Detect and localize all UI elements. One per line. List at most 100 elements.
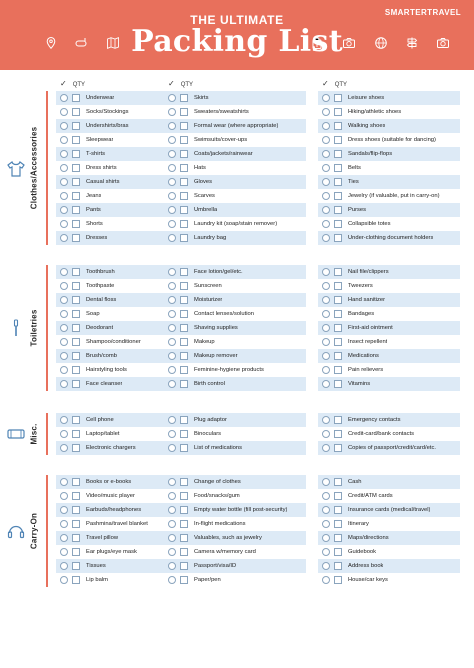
- packed-checkbox[interactable]: [322, 324, 330, 332]
- qty-box[interactable]: [72, 150, 80, 158]
- qty-box[interactable]: [72, 324, 80, 332]
- packed-checkbox[interactable]: [168, 268, 176, 276]
- packed-checkbox[interactable]: [60, 380, 68, 388]
- qty-box[interactable]: [334, 122, 342, 130]
- qty-box[interactable]: [334, 310, 342, 318]
- packed-checkbox[interactable]: [322, 444, 330, 452]
- packed-checkbox[interactable]: [322, 520, 330, 528]
- packed-checkbox[interactable]: [168, 430, 176, 438]
- qty-box[interactable]: [72, 192, 80, 200]
- packed-checkbox[interactable]: [322, 220, 330, 228]
- packed-checkbox[interactable]: [60, 338, 68, 346]
- qty-box[interactable]: [180, 150, 188, 158]
- qty-box[interactable]: [72, 430, 80, 438]
- qty-box[interactable]: [72, 338, 80, 346]
- qty-box[interactable]: [180, 268, 188, 276]
- qty-box[interactable]: [334, 534, 342, 542]
- packed-checkbox[interactable]: [60, 108, 68, 116]
- packed-checkbox[interactable]: [60, 548, 68, 556]
- packed-checkbox[interactable]: [168, 296, 176, 304]
- packed-checkbox[interactable]: [168, 234, 176, 242]
- qty-box[interactable]: [72, 164, 80, 172]
- qty-box[interactable]: [180, 164, 188, 172]
- qty-box[interactable]: [72, 94, 80, 102]
- qty-box[interactable]: [72, 380, 80, 388]
- qty-box[interactable]: [72, 282, 80, 290]
- packed-checkbox[interactable]: [60, 506, 68, 514]
- packed-checkbox[interactable]: [322, 164, 330, 172]
- packed-checkbox[interactable]: [322, 192, 330, 200]
- qty-box[interactable]: [72, 444, 80, 452]
- qty-box[interactable]: [72, 492, 80, 500]
- packed-checkbox[interactable]: [322, 548, 330, 556]
- qty-box[interactable]: [334, 492, 342, 500]
- qty-box[interactable]: [334, 282, 342, 290]
- qty-box[interactable]: [180, 430, 188, 438]
- qty-box[interactable]: [180, 444, 188, 452]
- qty-box[interactable]: [180, 352, 188, 360]
- packed-checkbox[interactable]: [168, 380, 176, 388]
- qty-box[interactable]: [180, 282, 188, 290]
- packed-checkbox[interactable]: [60, 430, 68, 438]
- qty-box[interactable]: [72, 520, 80, 528]
- qty-box[interactable]: [180, 380, 188, 388]
- qty-box[interactable]: [180, 324, 188, 332]
- packed-checkbox[interactable]: [168, 338, 176, 346]
- packed-checkbox[interactable]: [168, 282, 176, 290]
- qty-box[interactable]: [72, 234, 80, 242]
- packed-checkbox[interactable]: [168, 108, 176, 116]
- packed-checkbox[interactable]: [168, 220, 176, 228]
- qty-box[interactable]: [180, 136, 188, 144]
- packed-checkbox[interactable]: [168, 520, 176, 528]
- packed-checkbox[interactable]: [60, 492, 68, 500]
- packed-checkbox[interactable]: [322, 534, 330, 542]
- packed-checkbox[interactable]: [168, 534, 176, 542]
- qty-box[interactable]: [72, 576, 80, 584]
- packed-checkbox[interactable]: [322, 492, 330, 500]
- packed-checkbox[interactable]: [60, 366, 68, 374]
- packed-checkbox[interactable]: [60, 310, 68, 318]
- packed-checkbox[interactable]: [60, 352, 68, 360]
- packed-checkbox[interactable]: [322, 234, 330, 242]
- packed-checkbox[interactable]: [322, 94, 330, 102]
- packed-checkbox[interactable]: [60, 520, 68, 528]
- packed-checkbox[interactable]: [60, 192, 68, 200]
- packed-checkbox[interactable]: [60, 534, 68, 542]
- qty-box[interactable]: [334, 108, 342, 116]
- qty-box[interactable]: [180, 192, 188, 200]
- packed-checkbox[interactable]: [168, 366, 176, 374]
- qty-box[interactable]: [334, 520, 342, 528]
- qty-box[interactable]: [334, 192, 342, 200]
- packed-checkbox[interactable]: [322, 562, 330, 570]
- packed-checkbox[interactable]: [60, 178, 68, 186]
- packed-checkbox[interactable]: [60, 296, 68, 304]
- qty-box[interactable]: [334, 206, 342, 214]
- qty-box[interactable]: [72, 534, 80, 542]
- packed-checkbox[interactable]: [168, 416, 176, 424]
- qty-box[interactable]: [72, 296, 80, 304]
- qty-box[interactable]: [334, 444, 342, 452]
- qty-box[interactable]: [72, 136, 80, 144]
- packed-checkbox[interactable]: [322, 506, 330, 514]
- qty-box[interactable]: [334, 416, 342, 424]
- qty-box[interactable]: [334, 296, 342, 304]
- qty-box[interactable]: [180, 548, 188, 556]
- packed-checkbox[interactable]: [168, 94, 176, 102]
- qty-box[interactable]: [334, 352, 342, 360]
- qty-box[interactable]: [180, 366, 188, 374]
- packed-checkbox[interactable]: [322, 178, 330, 186]
- packed-checkbox[interactable]: [322, 206, 330, 214]
- qty-box[interactable]: [334, 150, 342, 158]
- packed-checkbox[interactable]: [322, 282, 330, 290]
- qty-box[interactable]: [334, 324, 342, 332]
- packed-checkbox[interactable]: [60, 220, 68, 228]
- qty-box[interactable]: [72, 506, 80, 514]
- qty-box[interactable]: [334, 380, 342, 388]
- packed-checkbox[interactable]: [322, 576, 330, 584]
- qty-box[interactable]: [334, 164, 342, 172]
- packed-checkbox[interactable]: [60, 478, 68, 486]
- packed-checkbox[interactable]: [168, 206, 176, 214]
- packed-checkbox[interactable]: [322, 338, 330, 346]
- packed-checkbox[interactable]: [60, 282, 68, 290]
- qty-box[interactable]: [72, 108, 80, 116]
